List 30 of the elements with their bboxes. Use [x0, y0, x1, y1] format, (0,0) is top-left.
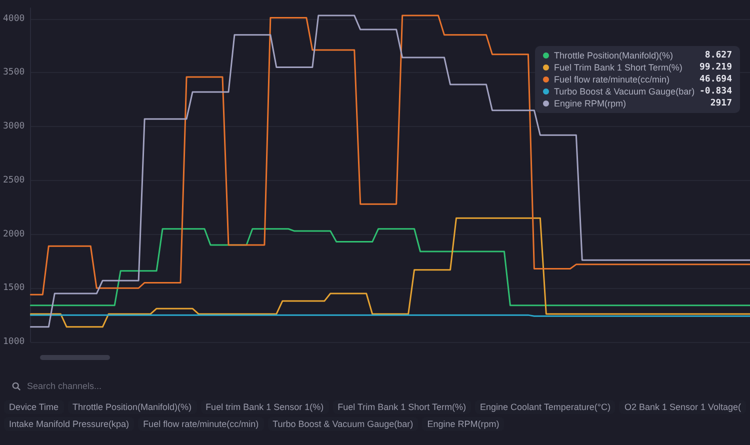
- text: Device Time: [4, 400, 64, 414]
- y-tick-label: 1000: [2, 337, 25, 347]
- text: Fuel trim Bank 1 Sensor 1(%): [200, 400, 329, 414]
- annotation: 46.694: [699, 74, 733, 84]
- annotation: 2917: [710, 98, 732, 108]
- text: Engine Coolant Temperature(°C): [474, 400, 616, 414]
- annotation: 8.627: [704, 50, 732, 60]
- text: Search channels...: [27, 381, 102, 391]
- line-series: [30, 228, 750, 306]
- text: Intake Manifold Pressure(kpa): [4, 417, 134, 431]
- text: Throttle Position(Manifold)(%): [68, 400, 197, 414]
- text: Fuel Trim Bank 1 Short Term(%): [332, 400, 471, 414]
- y-tick-label: 1500: [2, 283, 25, 294]
- y-tick-label: 2000: [2, 229, 25, 240]
- text: Turbo Boost & Vacuum Gauge(bar): [268, 417, 418, 431]
- y-tick-label: 3500: [2, 68, 25, 78]
- y-tick-label: 2500: [2, 175, 25, 186]
- annotation: -0.834: [699, 86, 733, 96]
- text: O2 Bank 1 Sensor 1 Voltage(: [619, 400, 746, 414]
- line-series: [30, 217, 750, 328]
- legend-label: Throttle Position(Manifold)(%): [554, 50, 674, 60]
- legend-label: Fuel flow rate/minute(cc/min): [554, 74, 670, 84]
- y-tick-label: 4000: [2, 14, 25, 24]
- text: Engine RPM(rpm): [422, 417, 504, 431]
- annotation: 99.219: [699, 62, 732, 72]
- text: Fuel flow rate/minute(cc/min): [138, 417, 264, 431]
- y-tick-label: 3000: [2, 122, 25, 132]
- legend-label: Turbo Boost & Vacuum Gauge(bar): [554, 86, 695, 96]
- legend-label: Engine RPM(rpm): [554, 98, 626, 108]
- legend-label: Fuel Trim Bank 1 Short Term(%): [554, 62, 682, 72]
